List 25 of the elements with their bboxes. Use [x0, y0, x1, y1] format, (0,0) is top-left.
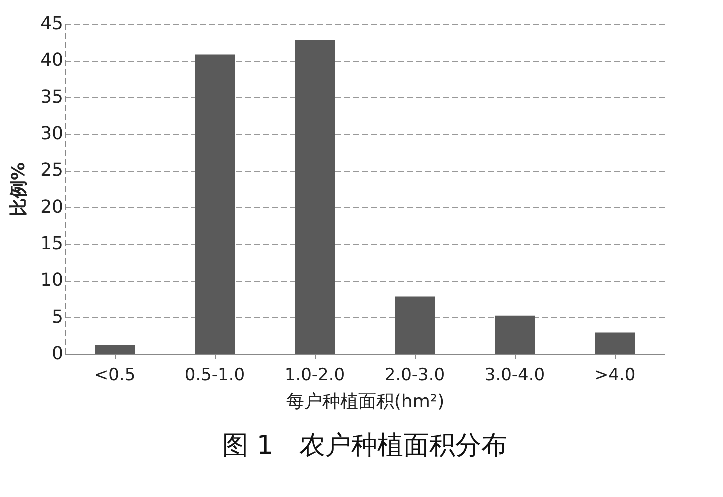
x-tick-label: <0.5 [94, 366, 136, 386]
y-tick-label: 25 [40, 160, 64, 182]
x-tick-label: 0.5-1.0 [184, 366, 246, 386]
y-tick-label: 5 [52, 306, 64, 328]
y-tick-label: 35 [40, 86, 64, 108]
y-tick-label: 40 [40, 50, 64, 72]
y-axis-title: 比例% [8, 162, 30, 217]
text: 图 1 农户种植面积分布 [222, 431, 508, 461]
bar [295, 40, 335, 354]
bar [395, 296, 435, 354]
x-tick-label: 1.0-2.0 [284, 366, 346, 386]
x-axis-title: 每户种植面积(hm²) [286, 392, 445, 412]
y-tick-label: 45 [40, 14, 64, 34]
y-tick-label: 10 [40, 270, 64, 292]
y-tick-label: 15 [40, 234, 64, 254]
bar [95, 345, 135, 354]
y-tick-label: 30 [40, 124, 64, 144]
bar [495, 316, 535, 354]
x-tick-label: 2.0-3.0 [384, 366, 446, 386]
y-tick-label: 20 [40, 196, 64, 218]
y-tick-label: 0 [52, 344, 64, 364]
x-tick-label: >4.0 [594, 366, 636, 386]
x-tick-label: 3.0-4.0 [484, 366, 546, 386]
bar [195, 54, 235, 354]
bar [595, 332, 635, 354]
